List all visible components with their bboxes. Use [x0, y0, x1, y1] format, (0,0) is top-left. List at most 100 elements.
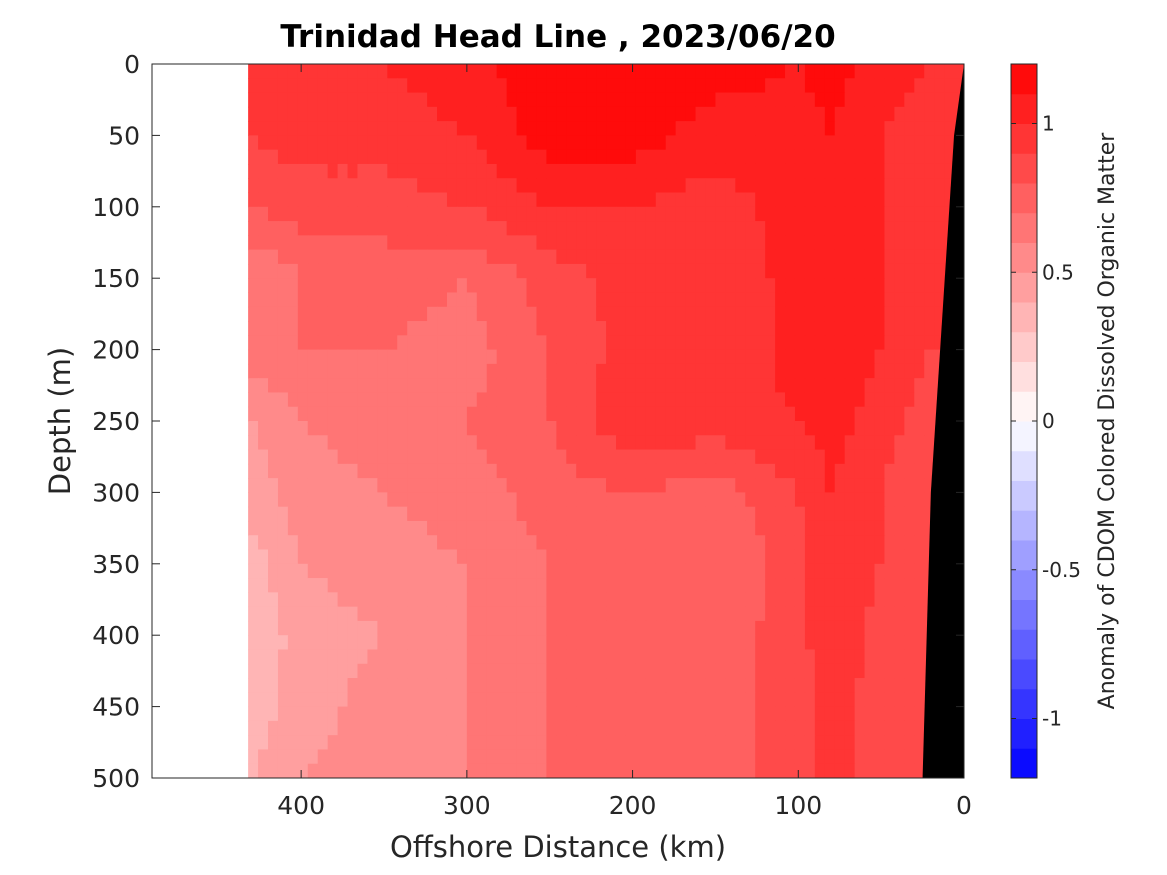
anomaly-cell — [427, 263, 438, 279]
anomaly-cell — [516, 249, 528, 265]
anomaly-cell — [446, 78, 458, 94]
anomaly-cell — [745, 249, 756, 265]
anomaly-cell — [894, 635, 905, 651]
colorbar-swatch — [1011, 153, 1037, 184]
anomaly-cell — [596, 206, 607, 222]
anomaly-cell — [476, 221, 488, 236]
anomaly-cell — [516, 678, 528, 693]
anomaly-cell — [844, 121, 856, 136]
colorbar-swatch — [1011, 510, 1037, 541]
anomaly-cell — [268, 421, 279, 436]
anomaly-cell — [725, 520, 736, 536]
x-tick-label: 400 — [277, 791, 325, 820]
anomaly-cell — [804, 292, 816, 308]
anomaly-cell — [566, 392, 577, 408]
anomaly-cell — [924, 121, 935, 136]
anomaly-cell — [427, 363, 438, 379]
anomaly-cell — [516, 78, 528, 94]
anomaly-cell — [655, 720, 667, 736]
anomaly-cell — [496, 206, 508, 222]
anomaly-cell — [486, 235, 498, 251]
anomaly-cell — [824, 235, 836, 251]
anomaly-cell — [287, 463, 299, 479]
anomaly-cell — [894, 192, 905, 208]
anomaly-cell — [566, 720, 577, 736]
anomaly-cell — [437, 735, 448, 751]
anomaly-cell — [268, 649, 279, 665]
colorbar-swatch — [1011, 688, 1037, 719]
anomaly-cell — [665, 620, 677, 636]
anomaly-cell — [337, 349, 349, 365]
anomaly-cell — [446, 435, 458, 451]
anomaly-cell — [824, 478, 836, 493]
anomaly-cell — [506, 678, 518, 693]
anomaly-cell — [546, 192, 557, 208]
anomaly-cell — [297, 64, 309, 79]
anomaly-cell — [526, 249, 538, 265]
anomaly-cell — [287, 435, 299, 451]
anomaly-cell — [307, 606, 319, 622]
anomaly-cell — [794, 678, 806, 693]
anomaly-cell — [625, 563, 637, 579]
anomaly-cell — [526, 206, 538, 222]
anomaly-cell — [466, 478, 478, 493]
anomaly-cell — [715, 192, 726, 208]
anomaly-cell — [844, 549, 856, 565]
anomaly-cell — [466, 363, 478, 379]
anomaly-cell — [307, 106, 319, 122]
anomaly-cell — [307, 221, 319, 236]
anomaly-cell — [516, 92, 528, 108]
anomaly-cell — [466, 263, 478, 279]
anomaly-cell — [258, 635, 269, 651]
anomaly-cell — [844, 592, 856, 608]
anomaly-cell — [277, 520, 289, 536]
anomaly-cell — [377, 406, 388, 422]
anomaly-cell — [904, 620, 915, 636]
anomaly-cell — [765, 706, 776, 722]
anomaly-cell — [695, 578, 707, 593]
anomaly-cell — [337, 620, 349, 636]
anomaly-cell — [417, 735, 428, 751]
anomaly-cell — [466, 449, 478, 465]
anomaly-cell — [824, 335, 836, 351]
anomaly-cell — [775, 592, 786, 608]
anomaly-cell — [566, 306, 577, 322]
anomaly-cell — [496, 649, 508, 665]
anomaly-cell — [337, 278, 349, 294]
anomaly-cell — [755, 321, 766, 336]
anomaly-cell — [576, 706, 587, 722]
anomaly-cell — [745, 392, 756, 408]
anomaly-cell — [775, 335, 786, 351]
anomaly-cell — [248, 463, 259, 479]
anomaly-cell — [347, 349, 359, 365]
anomaly-cell — [844, 378, 856, 394]
anomaly-cell — [277, 735, 289, 751]
anomaly-cell — [715, 135, 726, 151]
anomaly-cell — [268, 78, 279, 94]
anomaly-cell — [745, 378, 756, 394]
anomaly-cell — [357, 221, 369, 236]
anomaly-cell — [804, 121, 816, 136]
anomaly-cell — [287, 249, 299, 265]
anomaly-cell — [367, 206, 378, 222]
anomaly-cell — [695, 178, 707, 194]
anomaly-cell — [785, 720, 796, 736]
anomaly-cell — [297, 149, 309, 165]
anomaly-cell — [625, 192, 637, 208]
anomaly-cell — [765, 735, 776, 751]
anomaly-cell — [645, 292, 657, 308]
anomaly-cell — [904, 549, 915, 565]
anomaly-cell — [417, 478, 428, 493]
anomaly-cell — [814, 249, 826, 265]
anomaly-cell — [894, 563, 905, 579]
anomaly-cell — [844, 563, 856, 579]
anomaly-cell — [705, 492, 717, 508]
anomaly-cell — [516, 649, 528, 665]
anomaly-cell — [606, 735, 617, 751]
anomaly-cell — [506, 163, 518, 179]
anomaly-cell — [268, 478, 279, 493]
anomaly-cell — [427, 335, 438, 351]
anomaly-cell — [924, 192, 935, 208]
anomaly-cell — [705, 678, 717, 693]
anomaly-cell — [297, 249, 309, 265]
